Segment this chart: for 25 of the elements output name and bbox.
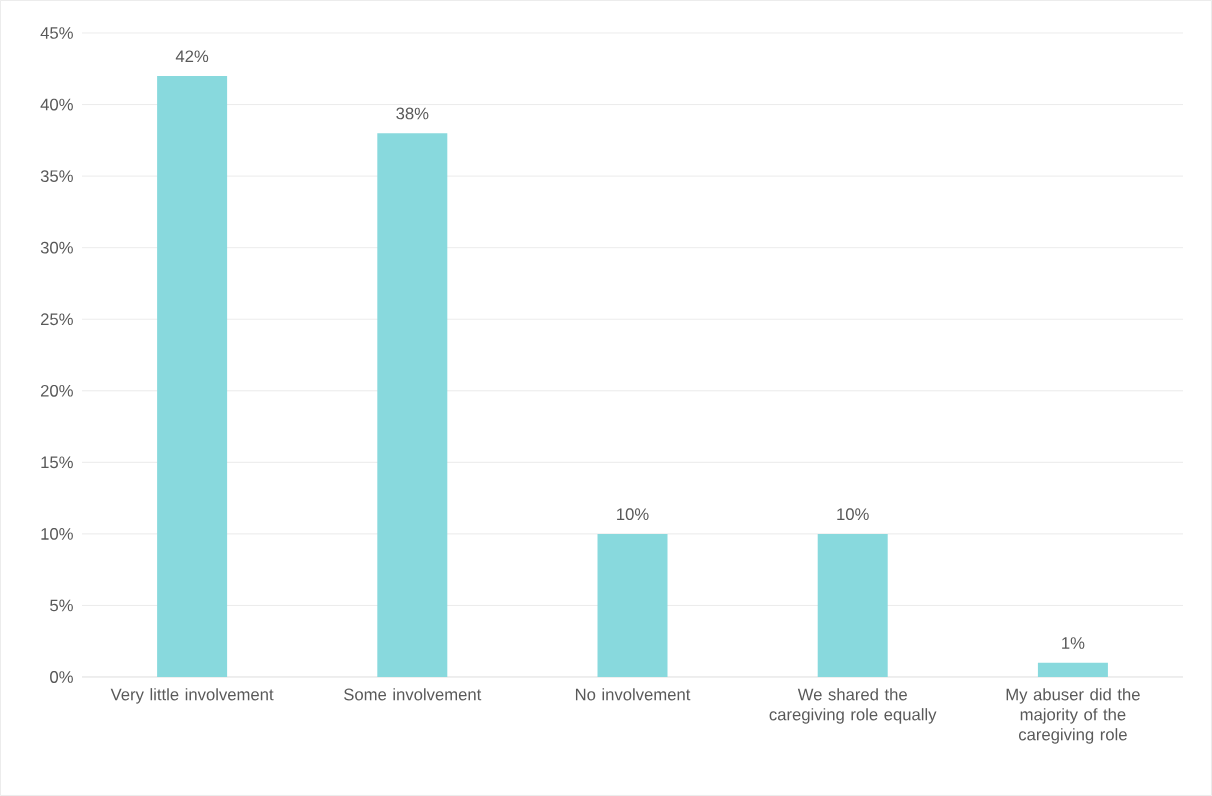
data-label: 42% [175,50,209,63]
x-tick-label: No involvement [575,688,691,701]
y-tick-label: 30% [40,241,73,254]
x-tick-label: We shared the caregiving role equally [769,688,937,724]
x-tick-label: Very little involvement [110,688,274,704]
data-label: 10% [837,508,869,521]
bar [1037,662,1108,677]
y-tick-label: 25% [40,313,73,326]
x-tick-label: My abuser did the majority of the caregiving role [1006,688,1140,744]
y-tick-label: 0% [50,671,73,683]
y-tick-label: 45% [40,27,73,39]
bar [157,75,228,677]
data-label: 10% [617,508,649,521]
y-tick-label: 15% [41,456,73,469]
y-tick-label: 5% [50,599,73,612]
data-label: 1% [1062,637,1085,649]
bar [817,533,888,677]
data-label: 38% [396,107,429,120]
bar [597,533,668,677]
y-tick-label: 40% [40,98,73,111]
bar [377,133,448,677]
x-tick-label: Some involvement [344,688,482,701]
y-tick-label: 20% [40,384,73,397]
y-tick-label: 10% [41,528,73,540]
y-tick-label: 35% [40,170,73,183]
